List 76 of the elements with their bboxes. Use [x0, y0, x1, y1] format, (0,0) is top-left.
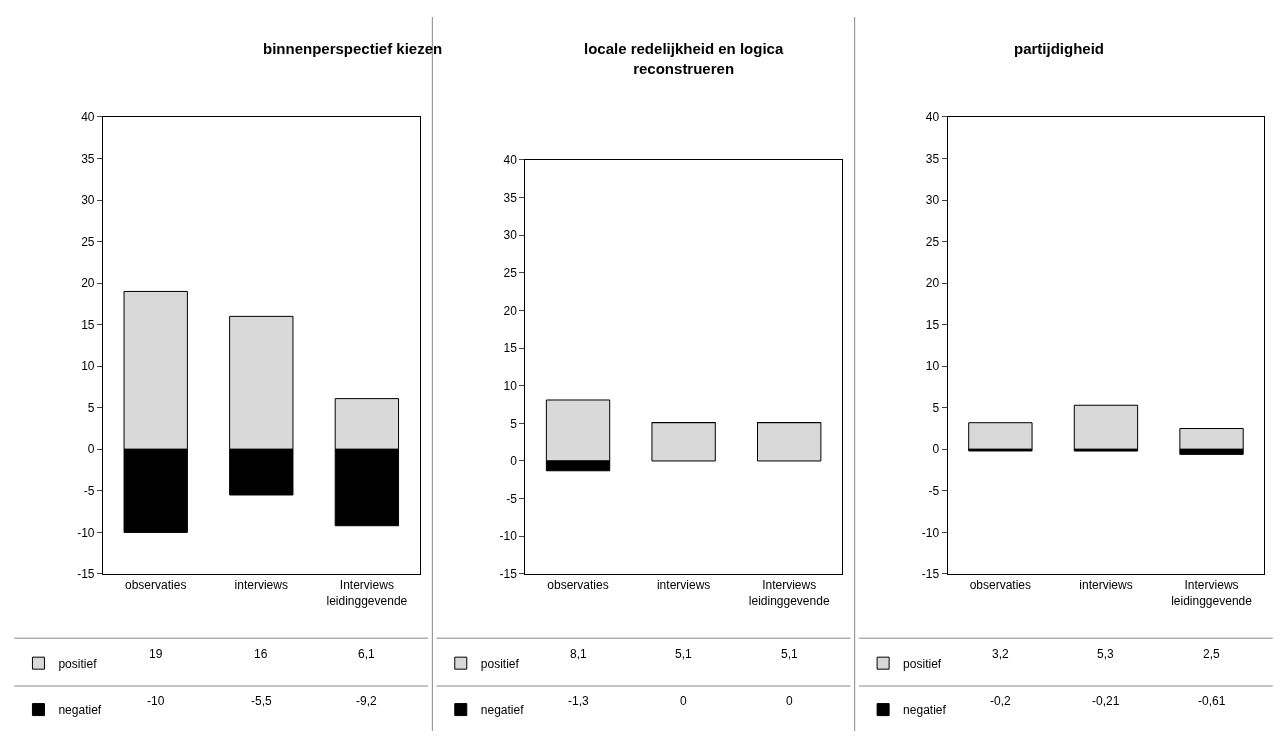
- data-label: -0,21: [1092, 694, 1120, 708]
- y-tick-label: 20: [925, 276, 940, 291]
- chart-title: partijdigheid: [1014, 40, 1104, 57]
- y-tick-label: 40: [503, 153, 518, 167]
- data-label: 2,5: [1203, 647, 1221, 661]
- y-tick-label: 10: [81, 359, 95, 374]
- data-label: -9,2: [356, 694, 377, 708]
- y-tick-label: 5: [510, 416, 518, 431]
- y-tick-label: -15: [77, 567, 95, 582]
- legend-label: positief: [903, 656, 942, 671]
- data-label: 5,3: [1097, 647, 1115, 661]
- y-tick-label: 15: [503, 341, 518, 356]
- x-tick-label: observaties: [969, 578, 1032, 593]
- data-label: 8,1: [570, 647, 588, 661]
- y-tick-label: 0: [87, 442, 95, 457]
- y-tick-label: 35: [925, 151, 940, 166]
- y-tick-label: 20: [81, 276, 95, 291]
- y-tick-label: 30: [503, 228, 518, 243]
- data-label: -5,5: [251, 694, 272, 708]
- x-tick-label: Interviews leidinggevende: [1171, 578, 1253, 608]
- legend-label: negatief: [480, 703, 525, 718]
- legend-label: negatief: [903, 703, 947, 718]
- y-tick-label: -15: [499, 567, 518, 582]
- x-tick-label: interviews: [1079, 578, 1133, 593]
- y-tick-label: 35: [503, 190, 518, 205]
- chart-title: binnenperspectief kiezen: [263, 40, 443, 57]
- y-tick-label: 15: [925, 317, 940, 332]
- x-tick-label: observaties: [125, 578, 187, 593]
- y-tick-label: 30: [81, 193, 95, 208]
- data-label: -10: [147, 694, 165, 708]
- data-label: -0,61: [1198, 694, 1226, 708]
- y-tick-label: -5: [928, 484, 940, 499]
- y-tick-label: 15: [81, 317, 95, 332]
- data-label: -1,3: [568, 694, 589, 708]
- data-label: 16: [254, 647, 268, 661]
- x-tick-label: Interviews leidinggevende: [326, 578, 408, 608]
- data-label: 3,2: [992, 647, 1010, 661]
- y-tick-label: 35: [81, 151, 95, 166]
- bar: [968, 422, 1033, 450]
- y-tick-label: -15: [921, 567, 940, 582]
- y-tick-label: -10: [77, 525, 95, 540]
- data-label: 6,1: [358, 647, 376, 661]
- y-tick-label: 10: [925, 359, 940, 374]
- y-tick-label: -10: [921, 525, 940, 540]
- y-tick-label: -5: [83, 484, 95, 499]
- y-tick-label: 40: [81, 110, 95, 125]
- legend-label: positief: [480, 656, 520, 671]
- bar: [1073, 404, 1139, 450]
- bar: [651, 422, 716, 462]
- y-tick-label: -5: [506, 491, 518, 506]
- y-tick-label: 0: [932, 442, 940, 457]
- data-label: 5,1: [675, 647, 693, 661]
- x-tick-label: observaties: [547, 578, 609, 593]
- x-tick-label: Interviews leidinggevende: [748, 578, 830, 608]
- y-tick-label: 30: [925, 193, 940, 208]
- y-tick-label: 5: [932, 400, 940, 415]
- x-tick-label: interviews: [234, 578, 288, 593]
- data-label: 5,1: [781, 647, 799, 661]
- y-tick-label: 40: [925, 110, 940, 125]
- data-label: -0,2: [990, 694, 1011, 708]
- y-tick-label: 25: [925, 234, 940, 249]
- chart-title: locale redelijkheid en logica reconstrueren: [584, 40, 784, 77]
- legend-label: positief: [58, 656, 98, 671]
- y-tick-label: 10: [503, 378, 518, 393]
- bar: [757, 422, 822, 462]
- x-tick-label: interviews: [656, 578, 711, 593]
- data-label: 19: [149, 647, 163, 661]
- legend-label: negatief: [58, 703, 102, 718]
- y-tick-label: 0: [510, 454, 518, 469]
- y-tick-label: 25: [503, 265, 518, 280]
- y-tick-label: 25: [81, 234, 95, 249]
- y-tick-label: 20: [503, 303, 518, 318]
- data-label: 0: [680, 694, 687, 708]
- y-tick-label: -10: [499, 529, 518, 544]
- data-label: 0: [786, 694, 793, 708]
- y-tick-label: 5: [87, 400, 95, 415]
